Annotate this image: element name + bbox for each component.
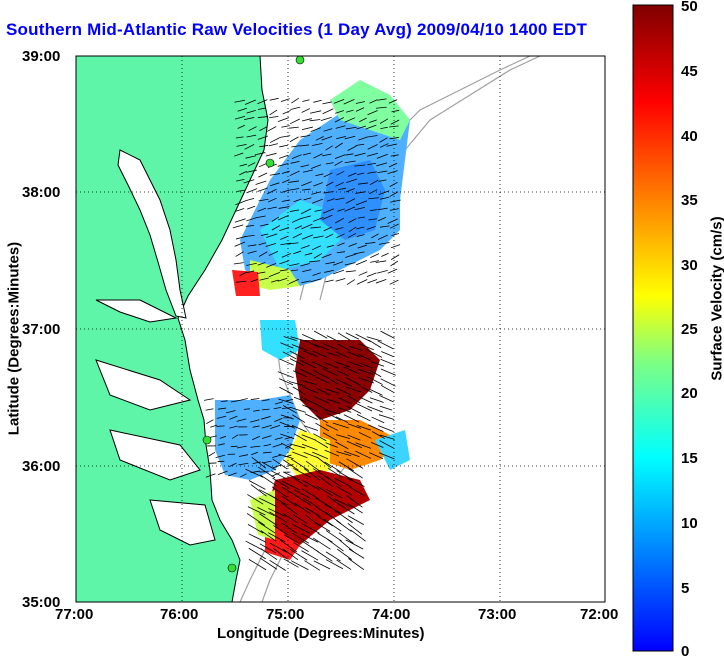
x-tick: 73:00	[478, 606, 516, 623]
y-tick: 37:00	[22, 321, 60, 338]
colorbar-tick: 50	[681, 0, 698, 15]
y-tick: 36:00	[22, 458, 60, 475]
colorbar-tick: 30	[681, 257, 698, 274]
y-axis-label: Latitude (Degrees:Minutes)	[6, 239, 23, 439]
colorbar-tick: 40	[681, 128, 698, 145]
colorbar	[633, 5, 673, 651]
y-tick: 38:00	[22, 184, 60, 201]
colorbar-tick: 10	[681, 515, 698, 532]
colorbar-tick: 45	[681, 63, 698, 80]
colorbar-tick: 5	[681, 580, 689, 597]
colorbar-tick: 35	[681, 192, 698, 209]
map-area	[76, 56, 605, 602]
x-tick: 72:00	[580, 606, 618, 623]
colorbar-tick: 0	[681, 643, 689, 660]
y-tick: 39:00	[22, 48, 60, 65]
colorbar-tick: 25	[681, 321, 698, 338]
x-axis-label: Longitude (Degrees:Minutes)	[217, 625, 425, 642]
colorbar-label: Surface Velocity (cm/s)	[709, 194, 724, 404]
x-tick: 74:00	[372, 606, 410, 623]
colorbar-tick: 20	[681, 385, 698, 402]
x-tick: 77:00	[55, 606, 93, 623]
x-tick: 75:00	[266, 606, 304, 623]
x-tick: 76:00	[160, 606, 198, 623]
colorbar-tick: 15	[681, 450, 698, 467]
